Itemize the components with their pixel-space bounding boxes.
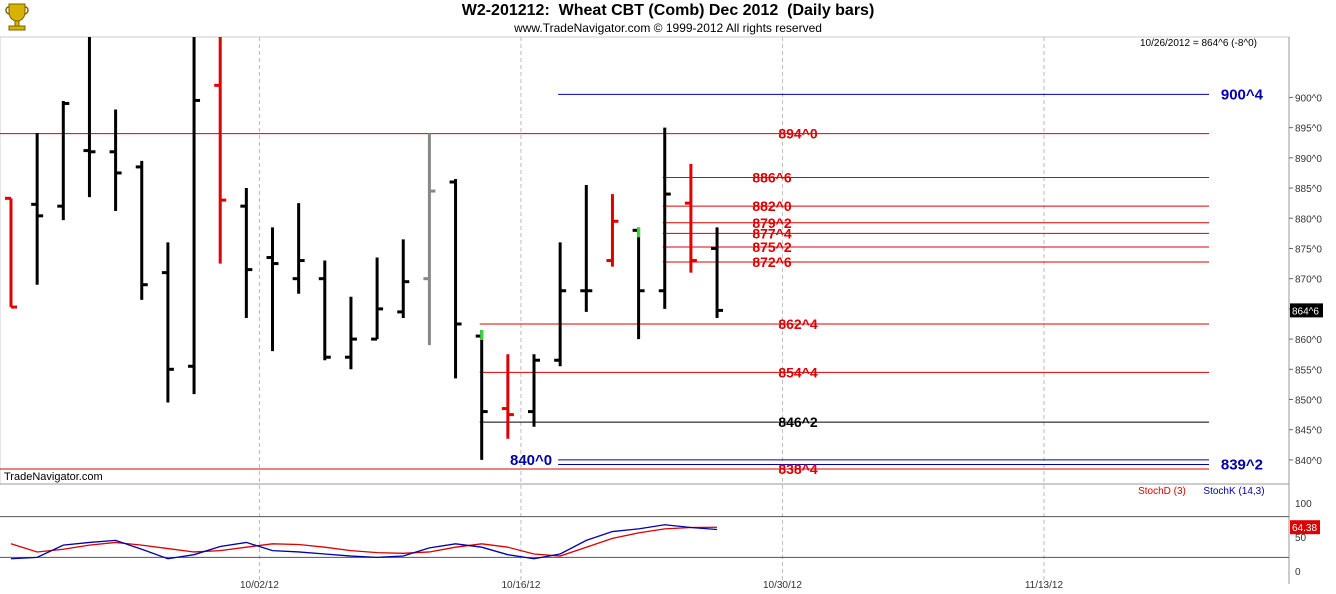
price-tick-label: 880^0 (1295, 214, 1322, 225)
price-bar (684, 163, 697, 273)
price-bar (83, 37, 96, 198)
chart-title: W2-201212: Wheat CBT (Comb) Dec 2012 (Da… (461, 2, 875, 19)
price-bar (188, 37, 201, 395)
grid-lines (258, 37, 1045, 584)
date-tick-label: 10/02/12 (240, 580, 279, 591)
price-bar (711, 227, 724, 318)
price-tick-label: 900^0 (1295, 93, 1322, 104)
level-label: 877^4 (752, 225, 792, 241)
price-tick-label: 850^0 (1295, 396, 1322, 407)
stoch-tick-label: 0 (1295, 567, 1301, 578)
price-bar (501, 354, 514, 439)
price-bar (31, 133, 44, 285)
price-tick-label: 840^0 (1295, 456, 1322, 467)
price-bars (5, 37, 724, 460)
price-axis: 840^0845^0850^0855^0860^0865^0870^0875^0… (1288, 37, 1323, 584)
level-label: 886^6 (752, 169, 792, 185)
level-label: 872^6 (752, 254, 792, 270)
last-price-label: 864^6 (1292, 306, 1319, 317)
price-tick-label: 870^0 (1295, 275, 1322, 286)
copyright-notice: www.TradeNavigator.com © 1999-2012 All r… (514, 21, 822, 35)
stoch-last-box (1290, 520, 1320, 535)
price-bar (344, 296, 357, 370)
price-bar (371, 257, 384, 341)
stoch-legend-label: StochD (3) (1138, 486, 1186, 497)
price-tick-label: 875^0 (1295, 244, 1322, 255)
price-bar (161, 242, 174, 403)
support-resistance-levels (0, 93, 1209, 470)
level-label: 838^4 (778, 461, 818, 477)
stoch-series-line (10, 524, 718, 560)
price-bar (580, 185, 593, 312)
price-bar (423, 133, 436, 346)
date-tick-label: 10/16/12 (501, 580, 540, 591)
price-bar (57, 101, 70, 221)
level-label: 846^2 (778, 414, 818, 430)
stoch-tick-label: 50 (1295, 533, 1307, 544)
price-bar (606, 194, 619, 267)
level-label: 900^4 (1221, 86, 1264, 103)
watermark: TradeNavigator.com (4, 471, 103, 483)
level-label: 894^0 (778, 126, 818, 142)
chart-header: W2-201212: Wheat CBT (Comb) Dec 2012 (Da… (0, 0, 1336, 37)
price-bar (658, 127, 671, 309)
level-label: 875^2 (752, 239, 792, 255)
stoch-tick-label: 100 (1295, 499, 1312, 510)
price-bar (135, 160, 148, 300)
price-bar (528, 354, 540, 427)
price-bar (318, 260, 331, 361)
date-tick-label: 11/13/12 (1025, 580, 1064, 591)
price-bar (109, 109, 122, 211)
price-bar (292, 203, 305, 294)
price-bar (214, 37, 227, 264)
price-bar (5, 196, 17, 309)
price-bar (240, 188, 253, 318)
price-bar (397, 239, 410, 318)
stoch-series-line (10, 526, 718, 557)
price-tick-label: 885^0 (1295, 184, 1322, 195)
date-tick-label: 10/30/12 (763, 580, 802, 591)
stochastic-panel: 0 50 100 StochD (3) StochK (14,3) 64.38 (0, 483, 1320, 578)
price-panel (0, 36, 1290, 485)
level-label: 882^0 (752, 198, 792, 214)
trophy-icon[interactable] (3, 2, 31, 39)
price-bar (632, 227, 645, 340)
price-bar (449, 178, 462, 379)
level-label: 854^4 (778, 364, 818, 380)
level-label: 839^2 (1221, 456, 1263, 473)
price-tick-label: 860^0 (1295, 335, 1322, 346)
price-bar (554, 242, 567, 367)
price-bar (266, 227, 279, 352)
price-tick-label: 845^0 (1295, 426, 1322, 437)
date-axis: 10/02/12 10/16/12 10/30/12 11/13/12 (240, 580, 1063, 591)
last-price-box (1290, 303, 1323, 318)
price-tick-label: 890^0 (1295, 154, 1322, 165)
last-price-readout: 10/26/2012 = 864^6 (-8^0) (1140, 38, 1257, 49)
level-label: 840^0 (510, 452, 552, 469)
price-tick-label: 895^0 (1295, 124, 1322, 135)
stoch-legend-label: StochK (14,3) (1203, 486, 1264, 497)
level-label: 862^4 (778, 316, 818, 332)
price-tick-label: 855^0 (1295, 365, 1322, 376)
price-bar (475, 330, 488, 460)
level-label: 879^2 (752, 215, 792, 231)
stoch-last-label: 64.38 (1292, 523, 1317, 534)
